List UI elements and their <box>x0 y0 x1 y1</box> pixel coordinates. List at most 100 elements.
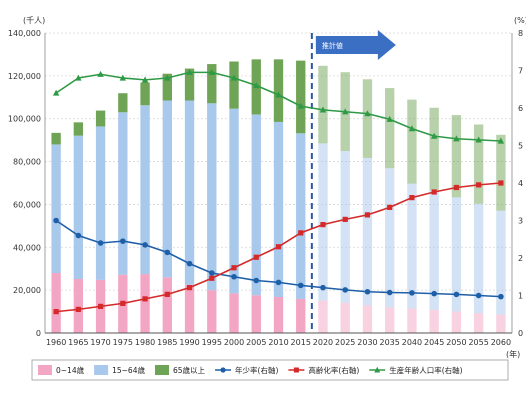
x-tick-label: 1965 <box>68 338 88 347</box>
point-年少率(右軸) <box>320 284 326 291</box>
legend-box <box>31 359 509 381</box>
point-年少率(右軸) <box>342 287 349 293</box>
right-tick-label: 3 <box>518 217 523 226</box>
x-tick-label: 2050 <box>446 338 466 347</box>
bar-65歳以上 <box>385 88 395 169</box>
right-axis-unit: (%) <box>514 16 526 25</box>
bar-15~64歳 <box>251 114 261 296</box>
point-高齢化率(右軸) <box>342 216 348 222</box>
bar-15~64歳 <box>162 100 172 278</box>
point-高齢化率(右軸) <box>498 180 504 186</box>
point-生産年齢人口率(右軸) <box>164 74 171 81</box>
left-tick-label: 100,000 <box>8 115 41 124</box>
bar-15~64歳 <box>385 168 395 308</box>
point-年少率(右軸) <box>97 240 104 246</box>
bar-15~64歳 <box>118 112 128 275</box>
x-tick-label: 2005 <box>246 338 266 347</box>
point-生産年齢人口率(右軸) <box>97 70 104 77</box>
legend-marker <box>374 366 381 373</box>
legend-marker <box>220 367 226 373</box>
point-高齢化率(右軸) <box>97 303 104 309</box>
point-生産年齢人口率(右軸) <box>430 132 438 139</box>
x-axis-unit: (年) <box>506 349 520 359</box>
x-tick-label: 2025 <box>335 338 355 347</box>
point-年少率(右軸) <box>475 292 482 299</box>
point-年少率(右軸) <box>409 290 415 296</box>
point-年少率(右軸) <box>186 260 193 267</box>
left-tick-label: 20,000 <box>13 286 41 295</box>
left-tick-label: 80,000 <box>13 158 41 167</box>
right-tick-label: 6 <box>518 104 523 113</box>
bar-15~64歳 <box>73 135 84 279</box>
x-tick-label: 2040 <box>402 338 422 347</box>
bar-0~14歳 <box>407 308 417 333</box>
line-series <box>52 68 505 315</box>
bar-0~14歳 <box>429 309 439 333</box>
bar-15~64歳 <box>429 190 439 310</box>
projection-arrow <box>315 30 396 60</box>
point-高齢化率(右軸) <box>409 195 415 201</box>
point-年少率(右軸) <box>364 288 371 295</box>
bar-65歳以上 <box>473 124 484 204</box>
legend-label: 高齢化率(右軸) <box>308 365 359 375</box>
bar-65歳以上 <box>429 107 439 191</box>
legend: 0~14歳 15~64歳 65歳以上 年少率(右軸) 高齢化率(右軸) 生産年齢人口率(右… <box>31 359 509 381</box>
bar-0~14歳 <box>362 305 373 333</box>
bar-0~14歳 <box>451 311 462 333</box>
x-tick-label: 2015 <box>291 338 311 347</box>
bar-65歳以上 <box>162 73 172 101</box>
bar-15~64歳 <box>451 197 462 312</box>
point-年少率(右軸) <box>275 279 282 286</box>
point-生産年齢人口率(右軸) <box>141 76 149 83</box>
point-生産年齢人口率(右軸) <box>364 110 371 117</box>
point-年少率(右軸) <box>386 289 393 296</box>
point-年少率(右軸) <box>120 238 126 244</box>
bar-0~14歳 <box>385 307 395 333</box>
point-生産年齢人口率(右軸) <box>475 136 482 143</box>
point-年少率(右軸) <box>231 273 237 280</box>
right-tick-label: 8 <box>518 29 523 38</box>
x-tick-label: 2060 <box>491 338 511 347</box>
projection-band: 推計値 <box>310 30 396 333</box>
point-高齢化率(右軸) <box>164 291 170 297</box>
point-生産年齢人口率(右軸) <box>319 106 327 113</box>
point-高齢化率(右軸) <box>387 204 393 210</box>
legend-label: 65歳以上 <box>173 365 206 375</box>
point-生産年齢人口率(右軸) <box>52 89 60 96</box>
bar-0~14歳 <box>318 300 328 333</box>
point-高齢化率(右軸) <box>364 212 371 218</box>
bar-15~64歳 <box>340 151 350 303</box>
point-生産年齢人口率(右軸) <box>119 74 127 81</box>
point-年少率(右軸) <box>75 232 82 239</box>
bar-65歳以上 <box>184 68 195 101</box>
projection-label: 推計値 <box>322 41 343 50</box>
point-生産年齢人口率(右軸) <box>297 102 304 109</box>
legend-label: 0~14歳 <box>56 365 85 375</box>
x-tick-label: 2010 <box>268 338 288 347</box>
bar-65歳以上 <box>140 82 150 106</box>
bar-series <box>51 59 506 333</box>
bar-15~64歳 <box>51 144 61 273</box>
point-高齢化率(右軸) <box>53 309 59 315</box>
left-tick-label: 0 <box>36 329 41 338</box>
right-tick-label: 1 <box>518 292 523 301</box>
bar-0~14歳 <box>207 290 217 333</box>
x-tick-label: 1995 <box>202 338 222 347</box>
legend-marker <box>293 367 299 373</box>
point-高齢化率(右軸) <box>253 254 259 260</box>
bar-15~64歳 <box>362 157 373 306</box>
bar-15~64歳 <box>184 100 195 285</box>
bar-65歳以上 <box>118 93 128 113</box>
point-生産年齢人口率(右軸) <box>386 115 393 122</box>
point-生産年齢人口率(右軸) <box>75 74 82 81</box>
bar-15~64歳 <box>207 103 217 291</box>
x-tick-label: 1985 <box>157 338 177 347</box>
right-tick-label: 0 <box>518 329 523 338</box>
bar-15~64歳 <box>140 105 150 275</box>
right-tick-label: 7 <box>518 67 523 76</box>
bar-0~14歳 <box>140 274 150 333</box>
point-年少率(右軸) <box>253 277 260 284</box>
point-年少率(右軸) <box>431 290 437 297</box>
bar-65歳以上 <box>95 110 106 127</box>
